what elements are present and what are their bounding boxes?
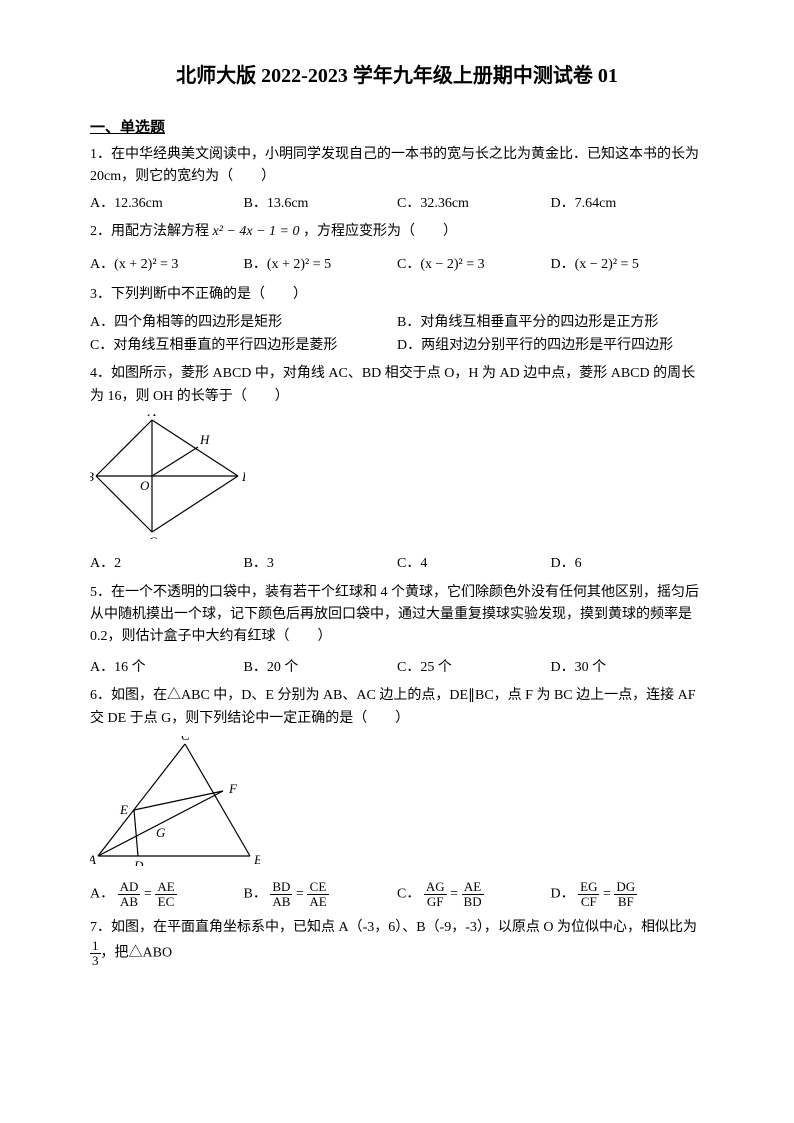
- q3-opt-d[interactable]: D．两组对边分别平行的四边形是平行四边形: [397, 335, 704, 357]
- q5-num: 5．: [90, 585, 111, 600]
- q3-opt-a[interactable]: A．四个角相等的四边形是矩形: [90, 312, 397, 334]
- q4-options: A．2 B．3 C．4 D．6: [90, 553, 704, 575]
- q4-figure: A B C D O H: [90, 414, 704, 547]
- q2-text-b: ，方程应变形为（ ）: [299, 224, 457, 239]
- q2-opt-d[interactable]: D．(x − 2)² = 5: [551, 254, 705, 276]
- q4-opt-a[interactable]: A．2: [90, 553, 244, 575]
- q6-opt-a-frac1: ADAB: [118, 880, 141, 908]
- q2-options: A．(x + 2)² = 3 B．(x + 2)² = 5 C．(x − 2)²…: [90, 254, 704, 276]
- q4-num: 4．: [90, 366, 111, 381]
- svg-text:H: H: [199, 432, 210, 447]
- q6-opt-c-label: C．: [397, 887, 420, 902]
- svg-text:C: C: [181, 736, 190, 743]
- svg-text:D: D: [241, 469, 245, 484]
- q5-text: 在一个不透明的口袋中，装有若干个红球和 4 个黄球，它们除颜色外没有任何其他区别…: [90, 585, 699, 645]
- q6-figure: A B C D E F G: [90, 736, 704, 874]
- page-title: 北师大版 2022-2023 学年九年级上册期中测试卷 01: [90, 60, 704, 92]
- q7-text-a: 如图，在平面直角坐标系中，已知点 A（-3，6）、B（-9，-3），以原点 O …: [111, 920, 697, 935]
- q5-opt-c[interactable]: C．25 个: [397, 657, 551, 679]
- q5-opt-d[interactable]: D．30 个: [551, 657, 705, 679]
- q6-opt-c[interactable]: C． AGGF = AEBD: [397, 880, 551, 908]
- triangle-icon: A B C D E F G: [90, 736, 260, 866]
- svg-text:A: A: [90, 852, 96, 866]
- q4-opt-b[interactable]: B．3: [244, 553, 398, 575]
- section-header: 一、单选题: [90, 116, 704, 140]
- q7-text-b: ，把△ABO: [101, 945, 173, 960]
- q6-opt-c-frac2: AEBD: [462, 880, 484, 908]
- q4-opt-d[interactable]: D．6: [551, 553, 705, 575]
- svg-text:A: A: [147, 414, 156, 419]
- question-4: 4．如图所示，菱形 ABCD 中，对角线 AC、BD 相交于点 O，H 为 AD…: [90, 363, 704, 408]
- question-3: 3．下列判断中不正确的是（ ）: [90, 284, 704, 306]
- q6-text: 如图，在△ABC 中，D、E 分别为 AB、AC 边上的点，DE∥BC，点 F …: [90, 688, 696, 725]
- svg-text:O: O: [140, 478, 150, 493]
- q6-options: A． ADAB = AEEC B． BDAB = CEAE C． AGGF = …: [90, 880, 704, 908]
- q3-opt-b[interactable]: B．对角线互相垂直平分的四边形是正方形: [397, 312, 704, 334]
- q3-options: A．四个角相等的四边形是矩形 B．对角线互相垂直平分的四边形是正方形 C．对角线…: [90, 312, 704, 357]
- q6-opt-b[interactable]: B． BDAB = CEAE: [244, 880, 398, 908]
- question-7: 7．如图，在平面直角坐标系中，已知点 A（-3，6）、B（-9，-3），以原点 …: [90, 917, 704, 968]
- q2-opt-a[interactable]: A．(x + 2)² = 3: [90, 254, 244, 276]
- q5-opt-b[interactable]: B．20 个: [244, 657, 398, 679]
- q1-opt-b[interactable]: B．13.6cm: [244, 193, 398, 215]
- rhombus-icon: A B C D O H: [90, 414, 245, 539]
- svg-text:B: B: [90, 469, 94, 484]
- q6-opt-a[interactable]: A． ADAB = AEEC: [90, 880, 244, 908]
- svg-text:D: D: [133, 858, 144, 866]
- question-6: 6．如图，在△ABC 中，D、E 分别为 AB、AC 边上的点，DE∥BC，点 …: [90, 685, 704, 730]
- q1-opt-d[interactable]: D．7.64cm: [551, 193, 705, 215]
- q6-opt-b-frac1: BDAB: [270, 880, 292, 908]
- q6-opt-d-frac2: DGBF: [614, 880, 637, 908]
- q4-opt-c[interactable]: C．4: [397, 553, 551, 575]
- q4-text: 如图所示，菱形 ABCD 中，对角线 AC、BD 相交于点 O，H 为 AD 边…: [90, 366, 695, 403]
- q1-options: A．12.36cm B．13.6cm C．32.36cm D．7.64cm: [90, 193, 704, 215]
- q2-equation: x² − 4x − 1 = 0: [213, 224, 300, 239]
- q6-opt-b-label: B．: [244, 887, 267, 902]
- q1-num: 1．: [90, 147, 111, 162]
- q6-opt-a-frac2: AEEC: [155, 880, 176, 908]
- question-5: 5．在一个不透明的口袋中，装有若干个红球和 4 个黄球，它们除颜色外没有任何其他…: [90, 582, 704, 649]
- q5-options: A．16 个 B．20 个 C．25 个 D．30 个: [90, 657, 704, 679]
- svg-text:E: E: [119, 802, 128, 817]
- svg-text:B: B: [254, 852, 260, 866]
- svg-text:F: F: [228, 781, 238, 796]
- q6-opt-b-frac2: CEAE: [307, 880, 328, 908]
- q6-opt-d-frac1: EGCF: [578, 880, 599, 908]
- q6-num: 6．: [90, 688, 111, 703]
- q1-opt-c[interactable]: C．32.36cm: [397, 193, 551, 215]
- q2-opt-b[interactable]: B．(x + 2)² = 5: [244, 254, 398, 276]
- q7-frac: 13: [90, 939, 101, 967]
- question-1: 1．在中华经典美文阅读中，小明同学发现自己的一本书的宽与长之比为黄金比．已知这本…: [90, 144, 704, 189]
- q6-opt-d[interactable]: D． EGCF = DGBF: [551, 880, 705, 908]
- q3-num: 3．: [90, 287, 111, 302]
- q1-opt-a[interactable]: A．12.36cm: [90, 193, 244, 215]
- q2-num: 2．: [90, 224, 111, 239]
- q6-opt-c-frac1: AGGF: [424, 880, 447, 908]
- q2-text-a: 用配方法解方程: [111, 224, 213, 239]
- svg-text:G: G: [156, 825, 166, 840]
- q6-opt-d-label: D．: [551, 887, 575, 902]
- q7-num: 7．: [90, 920, 111, 935]
- q1-text: 在中华经典美文阅读中，小明同学发现自己的一本书的宽与长之比为黄金比．已知这本书的…: [90, 147, 699, 184]
- q3-opt-c[interactable]: C．对角线互相垂直的平行四边形是菱形: [90, 335, 397, 357]
- question-2: 2．用配方法解方程 x² − 4x − 1 = 0 ，方程应变形为（ ）: [90, 221, 704, 243]
- q3-text: 下列判断中不正确的是（ ）: [111, 287, 307, 302]
- q2-opt-c[interactable]: C．(x − 2)² = 3: [397, 254, 551, 276]
- q6-opt-a-label: A．: [90, 887, 114, 902]
- q5-opt-a[interactable]: A．16 个: [90, 657, 244, 679]
- svg-text:C: C: [148, 534, 157, 539]
